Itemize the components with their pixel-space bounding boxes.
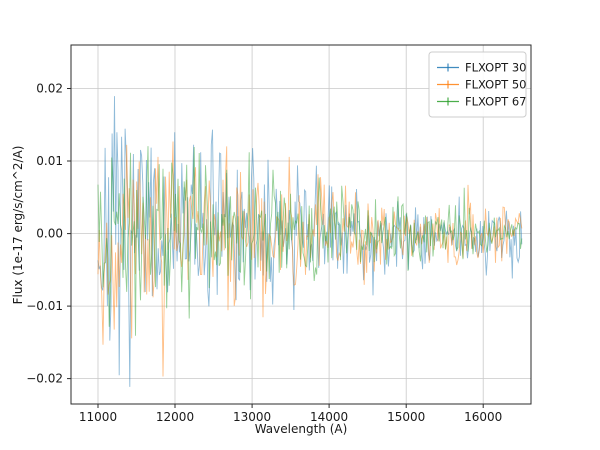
y-tick-label: 0.01 [36, 154, 63, 168]
x-tick-label: 16000 [464, 410, 502, 424]
legend-entry-flxopt-67: FLXOPT 67 [437, 95, 526, 109]
legend-label: FLXOPT 67 [465, 95, 526, 109]
y-axis-label: Flux (1e-17 erg/s/cm^2/A) [11, 146, 25, 305]
legend-entry-flxopt-50: FLXOPT 50 [437, 78, 526, 92]
y-tick-label: −0.02 [26, 372, 63, 386]
y-tick-label: 0.00 [36, 227, 63, 241]
y-tick-label: 0.02 [36, 82, 63, 96]
legend-label: FLXOPT 50 [465, 78, 526, 92]
x-tick-label: 15000 [387, 410, 425, 424]
x-axis-label: Wavelength (A) [255, 422, 348, 436]
x-tick-label: 11000 [79, 410, 117, 424]
y-tick-label: −0.01 [26, 299, 63, 313]
x-tick-label: 12000 [156, 410, 194, 424]
legend-entry-flxopt-30: FLXOPT 30 [437, 61, 526, 75]
x-tick-label: 14000 [310, 410, 348, 424]
axes-spines [70, 44, 532, 405]
legend-frame [428, 51, 527, 118]
axis-ticks: 11000 12000 13000 14000 15000 16000 −0.02 −0.01… [26, 82, 502, 425]
legend-label: FLXOPT 30 [465, 61, 526, 75]
x-tick-label: 13000 [233, 410, 271, 424]
series-line-flxopt-67 [97, 146, 523, 336]
legend: FLXOPT 30 FLXOPT 50 FLXOPT 67 [428, 51, 527, 118]
